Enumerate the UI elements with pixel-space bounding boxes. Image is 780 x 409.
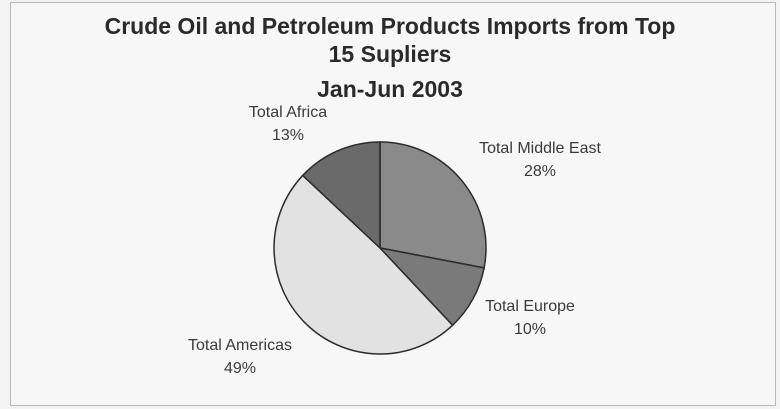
pct-americas: 49% [224, 360, 256, 377]
pie-slice-total-middle-east [379, 141, 487, 269]
chart-title-line-1: Crude Oil and Petroleum Products Imports… [104, 13, 676, 39]
pct-africa: 13% [272, 127, 304, 144]
pie-slice-total-americas [273, 174, 454, 355]
label-americas: Total Americas [188, 337, 292, 354]
pie-slice-total-africa [301, 141, 381, 250]
chart-title-line-3: Jan-Jun 2003 [317, 76, 463, 102]
pie-slices [273, 141, 487, 355]
pct-europe: 10% [514, 321, 546, 338]
label-middle-east: Total Middle East [479, 140, 601, 157]
chart-title-line-2: 15 Supliers [328, 41, 452, 67]
pct-middle-east: 28% [524, 163, 556, 180]
label-africa: Total Africa [249, 104, 327, 121]
label-europe: Total Europe [485, 298, 575, 315]
